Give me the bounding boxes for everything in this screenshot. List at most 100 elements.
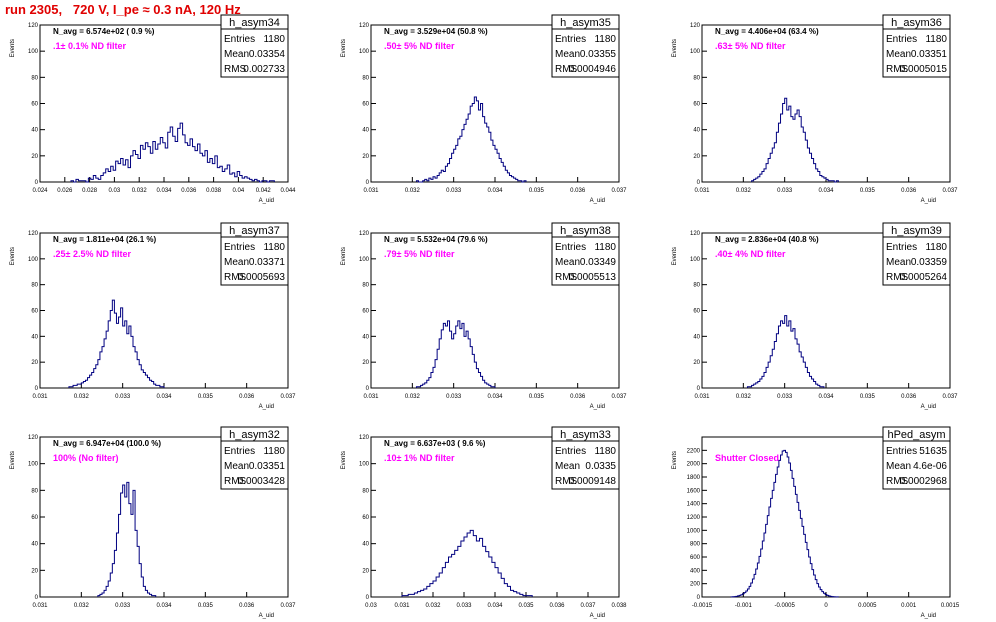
x-tick-label: 0.031 bbox=[394, 603, 410, 609]
y-tick-label: 40 bbox=[693, 334, 700, 340]
navg-label: N_avg = 5.532e+04 (79.6 %) bbox=[384, 235, 488, 244]
stats-mean-label: Mean bbox=[886, 49, 911, 60]
x-tick-label: 0.024 bbox=[32, 188, 48, 194]
y-tick-label: 60 bbox=[31, 515, 38, 521]
stats-rms-label: RMS bbox=[886, 272, 909, 283]
x-tick-label: 0.031 bbox=[363, 188, 379, 194]
x-tick-label: 0.034 bbox=[487, 394, 503, 400]
x-tick-label: 0.033 bbox=[446, 394, 462, 400]
y-tick-label: 0 bbox=[366, 180, 370, 186]
stats-entries-value: 1180 bbox=[594, 34, 616, 45]
stats-mean-label: Mean bbox=[555, 461, 580, 472]
stats-rms-value: 0.0009148 bbox=[569, 476, 617, 487]
x-tick-label: 0.032 bbox=[132, 188, 148, 194]
y-tick-label: 60 bbox=[362, 102, 369, 108]
filter-label: .50± 5% ND filter bbox=[384, 41, 455, 51]
histogram-name: h_asym35 bbox=[560, 17, 611, 29]
x-tick-label: 0.028 bbox=[82, 188, 98, 194]
y-axis-title: Events bbox=[341, 39, 347, 57]
x-axis-title: A_uid bbox=[590, 404, 605, 410]
x-tick-label: 0.037 bbox=[280, 603, 296, 609]
x-tick-label: 0.001 bbox=[901, 603, 917, 609]
y-tick-label: 0 bbox=[35, 386, 39, 392]
x-tick-label: 0.036 bbox=[239, 603, 255, 609]
x-tick-label: -0.0005 bbox=[774, 603, 795, 609]
y-tick-label: 40 bbox=[362, 334, 369, 340]
y-tick-label: 20 bbox=[362, 154, 369, 160]
stats-entries-label: Entries bbox=[886, 446, 917, 457]
x-tick-label: 0.031 bbox=[363, 394, 379, 400]
y-tick-label: 0 bbox=[366, 595, 370, 601]
stats-entries-label: Entries bbox=[555, 242, 586, 253]
x-axis-title: A_uid bbox=[259, 404, 274, 410]
x-tick-label: 0.035 bbox=[529, 188, 545, 194]
x-axis-title: A_uid bbox=[921, 198, 936, 204]
stats-box bbox=[882, 426, 951, 490]
x-tick-label: 0.033 bbox=[115, 603, 131, 609]
y-tick-label: 60 bbox=[362, 309, 369, 315]
histogram-series bbox=[70, 122, 275, 183]
stats-mean-value: 4.6e-06 bbox=[913, 461, 947, 472]
stats-entries-label: Entries bbox=[886, 34, 917, 45]
stats-mean-value: 0.03354 bbox=[249, 49, 286, 60]
stats-mean-label: Mean bbox=[555, 257, 580, 268]
stats-entries-value: 1180 bbox=[925, 242, 947, 253]
histogram-series bbox=[401, 529, 533, 597]
x-tick-label: 0.031 bbox=[694, 188, 710, 194]
stats-mean-value: 0.03371 bbox=[249, 257, 286, 268]
x-tick-label: 0.033 bbox=[456, 603, 472, 609]
y-tick-label: 1400 bbox=[687, 502, 701, 508]
y-tick-label: 100 bbox=[28, 257, 39, 263]
y-tick-label: 80 bbox=[31, 75, 38, 81]
y-tick-label: 80 bbox=[693, 283, 700, 289]
histogram-series bbox=[746, 315, 825, 388]
stats-entries-value: 1180 bbox=[263, 242, 285, 253]
x-tick-label: 0.042 bbox=[256, 188, 272, 194]
x-tick-label: 0.038 bbox=[206, 188, 222, 194]
navg-label: N_avg = 6.574e+02 ( 0.9 %) bbox=[53, 27, 155, 36]
y-tick-label: 2200 bbox=[687, 448, 701, 454]
y-tick-label: 20 bbox=[31, 568, 38, 574]
x-tick-label: 0.0005 bbox=[858, 603, 877, 609]
y-tick-label: 1000 bbox=[687, 528, 701, 534]
histogram-name: h_asym32 bbox=[229, 429, 280, 441]
y-tick-label: 0 bbox=[697, 595, 701, 601]
histogram-series bbox=[97, 481, 157, 597]
stats-rms-label: RMS bbox=[224, 476, 247, 487]
y-tick-label: 120 bbox=[359, 23, 370, 29]
x-tick-label: 0.038 bbox=[611, 603, 627, 609]
x-tick-label: 0.034 bbox=[487, 188, 503, 194]
x-tick-label: 0.037 bbox=[942, 188, 958, 194]
stats-mean-value: 0.03359 bbox=[911, 257, 948, 268]
y-tick-label: 60 bbox=[31, 102, 38, 108]
y-tick-label: 100 bbox=[359, 462, 370, 468]
histogram-series bbox=[415, 320, 496, 388]
y-tick-label: 20 bbox=[693, 154, 700, 160]
stats-entries-label: Entries bbox=[555, 446, 586, 457]
y-tick-label: 100 bbox=[690, 257, 701, 263]
stats-rms-value: 0.0005513 bbox=[569, 272, 617, 283]
navg-label: N_avg = 6.947e+04 (100.0 %) bbox=[53, 439, 161, 448]
y-tick-label: 1600 bbox=[687, 488, 701, 494]
y-tick-label: 40 bbox=[31, 128, 38, 134]
x-tick-label: 0.036 bbox=[570, 394, 586, 400]
x-axis-title: A_uid bbox=[259, 198, 274, 204]
x-tick-label: -0.001 bbox=[735, 603, 753, 609]
x-tick-label: 0.026 bbox=[57, 188, 73, 194]
x-tick-label: 0.033 bbox=[115, 394, 131, 400]
run-title: run 2305, 720 V, I_pe ≈ 0.3 nA, 120 Hz bbox=[5, 2, 241, 17]
y-tick-label: 60 bbox=[693, 309, 700, 315]
histogram-series bbox=[730, 449, 839, 598]
navg-label: N_avg = 3.529e+04 (50.8 %) bbox=[384, 27, 488, 36]
y-tick-label: 120 bbox=[28, 435, 39, 441]
y-axis-title: Events bbox=[672, 39, 678, 57]
y-tick-label: 0 bbox=[697, 386, 701, 392]
y-axis-title: Events bbox=[341, 451, 347, 469]
stats-mean-value: 0.03351 bbox=[911, 49, 948, 60]
x-tick-label: 0.035 bbox=[529, 394, 545, 400]
navg-label: N_avg = 4.406e+04 (63.4 %) bbox=[715, 27, 819, 36]
x-tick-label: 0.037 bbox=[942, 394, 958, 400]
y-axis-title: Events bbox=[10, 39, 16, 57]
filter-label: .1± 0.1% ND filter bbox=[53, 41, 126, 51]
